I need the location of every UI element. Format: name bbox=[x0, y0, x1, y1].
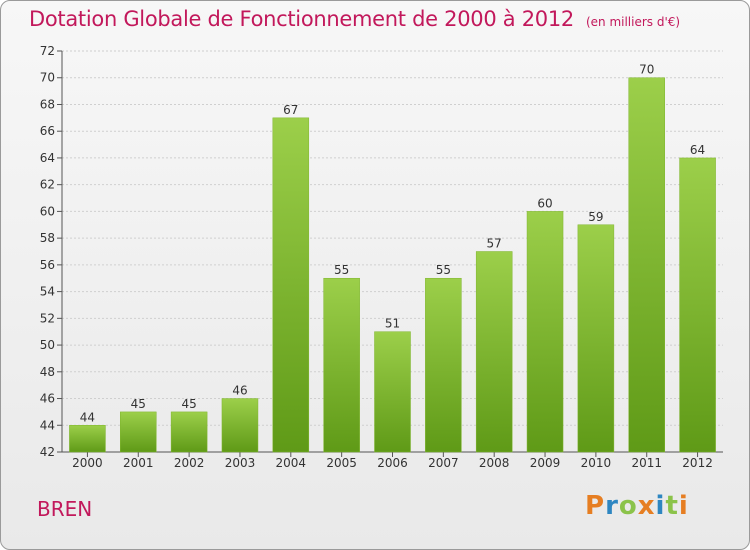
bar bbox=[526, 211, 564, 453]
chart-subtitle: (en milliers d'€) bbox=[585, 15, 681, 29]
y-tick-label: 50 bbox=[40, 338, 55, 352]
x-tick-label: 2007 bbox=[428, 456, 459, 470]
y-tick-label: 46 bbox=[40, 392, 55, 406]
value-label: 70 bbox=[639, 63, 654, 77]
y-tick-label: 42 bbox=[40, 445, 55, 459]
y-tick-label: 54 bbox=[40, 285, 55, 299]
x-tick-label: 2011 bbox=[631, 456, 662, 470]
bar bbox=[374, 331, 411, 453]
y-tick-label: 44 bbox=[40, 418, 55, 432]
logo-letter: x bbox=[637, 491, 656, 521]
bar bbox=[679, 157, 716, 453]
logo-letter: i bbox=[655, 491, 666, 521]
x-tick-label: 2004 bbox=[276, 456, 307, 470]
logo-letter: t bbox=[665, 491, 679, 521]
bar bbox=[272, 117, 310, 453]
value-label: 64 bbox=[690, 143, 705, 157]
bar bbox=[577, 224, 615, 453]
x-tick-label: 2012 bbox=[682, 456, 713, 470]
bar bbox=[475, 251, 513, 453]
labels: 42 44 46 48 50 52 54 56 58 60 62 64 66 68 70 72 44 2000 45… bbox=[40, 44, 713, 470]
bar bbox=[425, 277, 462, 453]
proxiti-logo[interactable]: Proxiti bbox=[585, 491, 689, 521]
value-label: 45 bbox=[181, 397, 196, 411]
bar bbox=[170, 411, 208, 453]
logo-letter: P bbox=[585, 491, 606, 521]
y-tick-label: 56 bbox=[40, 258, 55, 272]
bars bbox=[69, 77, 716, 453]
x-tick-label: 2003 bbox=[225, 456, 256, 470]
x-tick-label: 2006 bbox=[377, 456, 408, 470]
y-tick-label: 58 bbox=[40, 231, 55, 245]
value-label: 57 bbox=[487, 237, 502, 251]
x-tick-label: 2008 bbox=[479, 456, 510, 470]
value-label: 67 bbox=[283, 103, 298, 117]
y-tick-label: 48 bbox=[40, 365, 55, 379]
y-tick-label: 62 bbox=[40, 178, 55, 192]
bar bbox=[221, 398, 259, 453]
bar bbox=[628, 77, 665, 453]
commune-name: BREN bbox=[37, 497, 93, 521]
logo-letter: i bbox=[678, 491, 689, 521]
y-tick-label: 70 bbox=[40, 71, 55, 85]
value-label: 55 bbox=[436, 263, 451, 277]
x-tick-label: 2005 bbox=[326, 456, 357, 470]
bar bbox=[69, 425, 106, 453]
value-label: 59 bbox=[588, 210, 603, 224]
y-tick-label: 60 bbox=[40, 204, 55, 218]
y-tick-label: 52 bbox=[40, 311, 55, 325]
logo-letter: r bbox=[605, 491, 619, 521]
value-label: 44 bbox=[80, 410, 95, 424]
x-tick-label: 2002 bbox=[174, 456, 205, 470]
y-tick-label: 66 bbox=[40, 124, 55, 138]
bar bbox=[120, 411, 157, 453]
x-tick-label: 2000 bbox=[72, 456, 103, 470]
value-label: 51 bbox=[385, 317, 400, 331]
y-tick-label: 72 bbox=[40, 44, 55, 58]
logo-letter: o bbox=[618, 491, 638, 521]
bar bbox=[323, 277, 360, 453]
y-tick-label: 64 bbox=[40, 151, 55, 165]
chart-title-text: Dotation Globale de Fonctionnement de 20… bbox=[29, 7, 574, 31]
x-tick-label: 2010 bbox=[581, 456, 612, 470]
x-tick-label: 2001 bbox=[123, 456, 154, 470]
value-label: 45 bbox=[131, 397, 146, 411]
value-label: 55 bbox=[334, 263, 349, 277]
value-label: 46 bbox=[232, 384, 247, 398]
x-tick-label: 2009 bbox=[530, 456, 561, 470]
chart-title: Dotation Globale de Fonctionnement de 20… bbox=[29, 7, 680, 31]
y-tick-label: 68 bbox=[40, 97, 55, 111]
value-label: 60 bbox=[537, 196, 552, 210]
